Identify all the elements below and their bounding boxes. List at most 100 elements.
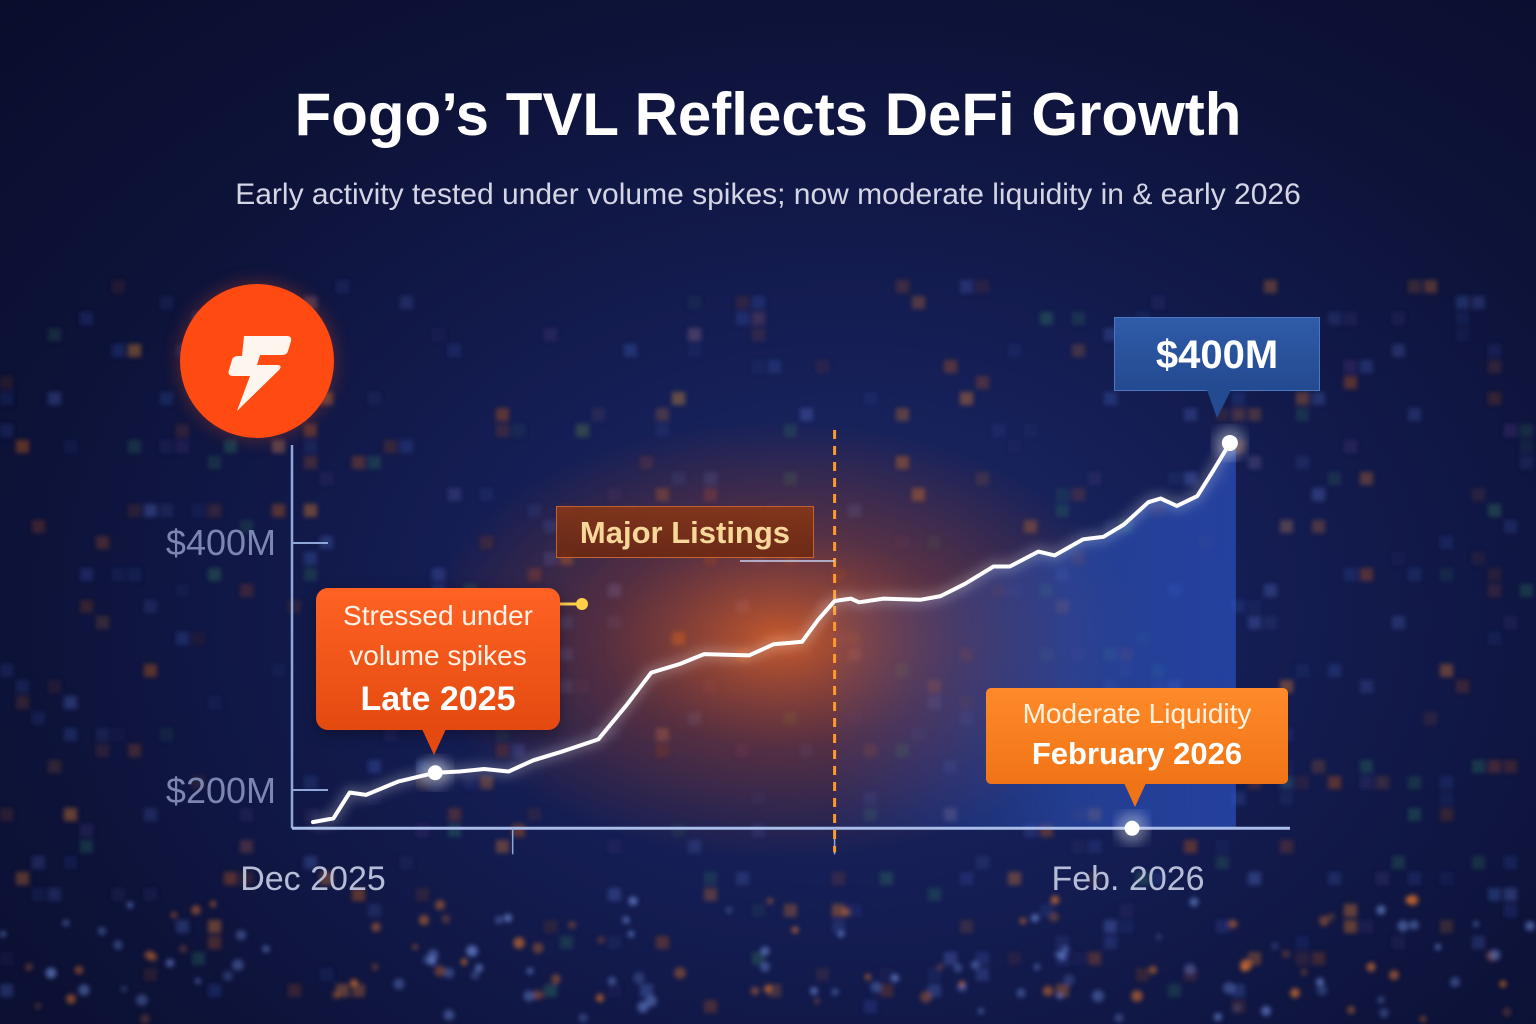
background-pixel [512,824,525,837]
background-pixel [1472,488,1485,501]
background-bokeh-dot [331,990,341,1000]
background-pixel [1072,312,1085,325]
background-pixel [1040,904,1053,917]
background-pixel [208,696,221,709]
background-bokeh-dot [1155,933,1163,941]
background-pixel [304,440,317,453]
background-pixel [528,808,541,821]
background-bokeh-dot [441,914,451,924]
background-pixel [1504,424,1517,437]
background-pixel [1152,296,1165,309]
background-pixel [352,984,365,997]
background-pixel [1328,312,1341,325]
background-bokeh-dot [578,1013,588,1023]
background-pixel [1392,312,1405,325]
background-pixel [1088,872,1101,885]
background-pixel [240,840,253,853]
background-pixel [1488,360,1501,373]
background-pixel [1488,760,1501,773]
background-pixel [640,984,653,997]
background-bokeh-dot [418,914,430,926]
background-bokeh-dot [1016,988,1026,998]
background-pixel [1440,776,1453,789]
background-pixel [656,408,669,421]
background-pixel [1056,488,1069,501]
background-pixel [48,392,61,405]
background-pixel [304,808,317,821]
background-pixel [304,424,317,437]
page-title: Fogo’s TVL Reflects DeFi Growth [294,81,1242,148]
background-pixel [1488,504,1501,517]
background-pixel [1040,312,1053,325]
background-pixel [288,984,301,997]
background-pixel [704,1000,717,1013]
background-pixel [896,280,909,293]
background-pixel [192,952,205,965]
background-pixel [128,440,141,453]
background-pixel [0,376,13,389]
background-pixel [208,920,221,933]
feb-2026-callout: Moderate Liquidity February 2026 [986,688,1288,784]
background-pixel [320,472,333,485]
background-bokeh-dot [350,979,358,987]
background-bokeh-dot [791,926,799,934]
peak-value-callout: $400M [1114,317,1320,391]
background-pixel [48,760,61,773]
background-pixel [192,632,205,645]
background-pixel [176,584,189,597]
background-bokeh-dot [1228,919,1238,929]
background-bokeh-dot [1030,913,1040,923]
background-pixel [304,776,317,789]
late-2025-callout-date: Late 2025 [360,680,516,718]
background-bokeh-dot [1407,894,1419,906]
background-bokeh-dot [1189,897,1199,907]
background-bokeh-dot [62,919,70,927]
background-pixel [1216,920,1229,933]
background-pixel [1232,984,1245,997]
background-pixel [1488,344,1501,357]
background-bokeh-dot [427,949,439,961]
background-pixel [320,872,333,885]
background-pixel [1072,952,1085,965]
background-pixel [1296,408,1309,421]
background-bokeh-dot [766,897,774,905]
background-pixel [1472,296,1485,309]
background-pixel [928,968,941,981]
background-pixel [0,808,13,821]
background-pixel [272,440,285,453]
background-bokeh-dot [936,963,944,971]
background-pixel [576,424,589,437]
background-pixel [688,296,701,309]
background-pixel [144,504,157,517]
background-pixel [832,920,845,933]
background-pixel [1360,568,1373,581]
background-pixel [816,360,829,373]
background-pixel [1488,392,1501,405]
background-pixel [704,888,717,901]
background-pixel [976,968,989,981]
background-bokeh-dot [1281,949,1291,959]
background-bokeh-dot [607,976,617,986]
background-pixel [208,936,221,949]
background-pixel [1456,296,1469,309]
background-bokeh-dot [568,921,576,929]
background-pixel [880,984,893,997]
background-pixel [352,456,365,469]
background-bokeh-dot [1049,912,1059,922]
background-pixel [1104,936,1117,949]
yellow-dot [576,598,588,610]
background-pixel [240,808,253,821]
tvl-line [311,441,1232,825]
background-pixel [752,296,765,309]
background-bokeh-dot [144,950,154,960]
background-pixel [1312,952,1325,965]
background-bokeh-dot [460,958,468,966]
background-pixel [272,664,285,677]
background-pixel [176,440,189,453]
background-pixel [1392,344,1405,357]
background-bokeh-dot [813,997,821,1005]
background-bokeh-dot [503,913,513,923]
background-pixel [1312,760,1325,773]
background-pixel [1376,776,1389,789]
background-bokeh-dot [1525,921,1535,931]
